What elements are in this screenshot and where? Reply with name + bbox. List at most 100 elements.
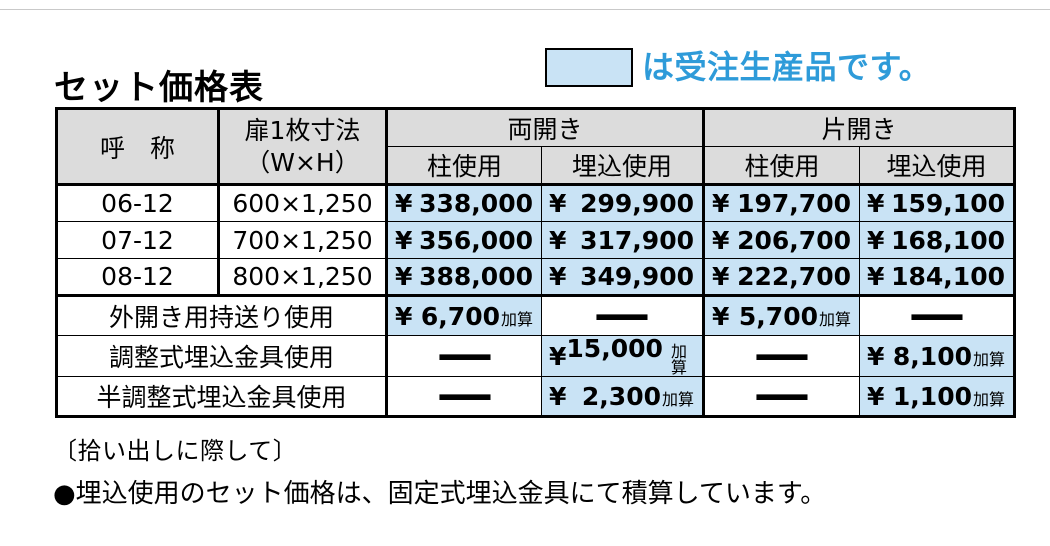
addon-cell-double-post: ¥6,700 加算 [386,295,542,336]
yen-sign: ¥ [712,225,730,255]
header-door-size-line1: 扉1枚寸法 [244,116,361,146]
size-cell: 700×1,250 [218,221,388,259]
yen-sign: ¥ [867,341,885,371]
price-amount: 6,700 [420,301,500,331]
addon-row-label: 外開き用持送り使用 [56,295,388,336]
page-top-rule [0,9,1050,10]
yen-sign: ¥ [549,262,567,291]
yen-sign: ¥ [549,189,567,218]
yen-sign: ¥ [549,381,567,411]
price-cell-double-embed: ¥299,900 [541,184,705,222]
yen-sign: ¥ [395,262,413,291]
addon-cell-double-post-empty: — [386,376,542,417]
dash-placeholder: — [435,335,494,377]
addon-row-label: 半調整式埋込金具使用 [56,376,388,417]
dash-placeholder: — [753,335,811,377]
footnotes: 〔拾い出しに際して〕 ●埋込使用のセット価格は、固定式埋込金具にて積算しています… [53,431,826,510]
price-amount: 197,700 [737,189,851,218]
addon-cell-single-embed-empty: — [859,295,1015,336]
yen-sign: ¥ [712,301,730,331]
header-door-size-line2: （W×H） [245,147,360,177]
addition-suffix: 加算 [670,342,687,377]
yen-sign: ¥ [712,262,730,291]
addon-cell-single-embed: ¥1,100 加算 [859,376,1015,417]
price-amount: 206,700 [737,225,851,255]
made-to-order-legend: は受注生産品です。 [545,48,931,87]
price-cell-double-post: ¥388,000 [386,258,542,297]
footnote-heading: 〔拾い出しに際して〕 [53,437,298,465]
name-cell: 07-12 [56,221,220,259]
addition-suffix: 加算 [972,389,1005,409]
header-row-subcolumns: 柱使用 埋込使用 柱使用 埋込使用 [57,146,1015,186]
name-cell: 06-12 [56,184,220,222]
size-cell: 600×1,250 [218,184,388,222]
yen-sign: ¥ [867,189,885,218]
price-amount: 388,000 [419,262,533,291]
set-price-table: 呼 称 扉1枚寸法 （W×H） 両開き 片開き 柱使用 埋込使用 柱使用 埋込使… [55,107,1016,418]
price-amount: 338,000 [419,189,533,218]
header-single-post-use: 柱使用 [703,146,860,186]
table-row-outswing-bracket: 外開き用持送り使用 ¥6,700 加算 — ¥5,700 加算 — [56,295,1015,336]
price-cell-double-embed: ¥317,900 [541,221,705,259]
addon-cell-double-embed: ¥2,300 加算 [541,376,705,417]
addition-suffix: 加算 [661,389,694,409]
header-single-embed-use: 埋込使用 [859,146,1015,186]
price-cell-single-post: ¥206,700 [703,221,860,259]
price-amount: 184,100 [891,262,1005,291]
price-amount: 222,700 [737,262,851,291]
yen-sign: ¥ [549,341,567,371]
dash-placeholder: — [593,295,651,336]
price-amount: 5,700 [738,301,818,331]
table-row-adjustable-fitting: 調整式埋込金具使用 — ¥15,000 加算 — ¥8,100 加算 [56,335,1015,377]
header-group-double-swing: 両開き [386,108,705,147]
price-amount: 356,000 [419,225,533,255]
yen-sign: ¥ [395,301,413,331]
addon-cell-double-embed-empty: — [541,295,705,336]
yen-sign: ¥ [549,225,567,255]
yen-sign: ¥ [867,262,885,291]
addition-suffix: 加算 [818,309,851,329]
dash-placeholder: — [753,376,811,417]
price-amount: 299,900 [580,189,694,218]
price-amount: 15,000 [566,335,663,363]
yen-sign: ¥ [395,225,413,255]
yen-sign: ¥ [712,189,730,218]
addon-row-label: 調整式埋込金具使用 [56,335,388,377]
blue-highlight-swatch [545,48,633,87]
table-row-08-12: 08-12 800×1,250 ¥388,000 ¥349,900 ¥222,7… [56,258,1015,297]
header-group-single-swing: 片開き [703,108,1015,147]
legend-label: は受注生産品です。 [642,48,932,86]
header-double-post-use: 柱使用 [386,146,542,186]
header-double-embed-use: 埋込使用 [541,146,705,186]
price-amount: 168,100 [891,225,1005,255]
header-name: 呼 称 [56,108,220,186]
dash-placeholder: — [435,376,494,417]
yen-sign: ¥ [867,381,885,411]
price-cell-single-embed: ¥159,100 [859,184,1015,222]
addon-cell-double-post-empty: — [386,335,542,377]
price-cell-double-post: ¥338,000 [386,184,542,222]
price-cell-single-post: ¥197,700 [703,184,860,222]
price-amount: 1,100 [892,381,972,411]
page-title: セット価格表 [54,67,264,108]
price-amount: 317,900 [580,225,694,255]
price-amount: 8,100 [892,341,972,371]
table-row-semi-adjustable-fitting: 半調整式埋込金具使用 — ¥2,300 加算 — ¥1,100 加算 [56,376,1015,417]
header-row-groups: 呼 称 扉1枚寸法 （W×H） 両開き 片開き [56,108,1015,186]
price-cell-single-post: ¥222,700 [703,258,860,297]
footnote-body: ●埋込使用のセット価格は、固定式埋込金具にて積算しています。 [53,479,827,509]
table-row-06-12: 06-12 600×1,250 ¥338,000 ¥299,900 ¥197,7… [56,184,1015,222]
price-cell-double-embed: ¥349,900 [541,258,705,297]
price-amount: 159,100 [891,189,1005,218]
name-cell: 08-12 [56,258,220,297]
price-cell-single-embed: ¥168,100 [859,221,1015,259]
addon-cell-single-post-empty: — [703,376,860,417]
price-cell-single-embed: ¥184,100 [859,258,1015,297]
table-row-07-12: 07-12 700×1,250 ¥356,000 ¥317,900 ¥206,7… [56,221,1015,259]
addon-cell-single-post-empty: — [703,335,860,377]
price-amount: 349,900 [580,262,694,291]
price-amount: 2,300 [581,381,661,411]
size-cell: 800×1,250 [218,258,388,297]
dash-placeholder: — [907,295,966,336]
addition-suffix: 加算 [500,309,533,329]
